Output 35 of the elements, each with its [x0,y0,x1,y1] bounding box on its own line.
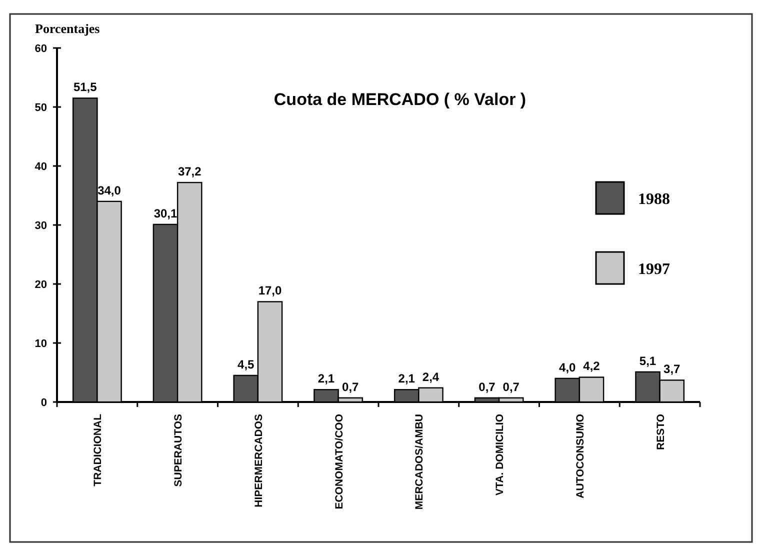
text: Cuota de MERCADO ( % Valor ) [274,90,526,109]
x-tick-label: TRADICIONAL [92,413,104,486]
y-tick-label: 40 [34,161,47,173]
y-tick-label: 50 [34,102,47,114]
data-label: 4,5 [238,357,255,372]
data-label: 37,2 [178,164,202,179]
x-tick-label: AUTOCONSUMO [574,414,586,498]
data-label: 2,1 [398,372,416,386]
data-label: 51,5 [73,80,98,94]
data-label: 2,4 [422,370,440,384]
data-label: 4,2 [583,359,600,374]
data-label: 34,0 [98,183,122,198]
x-tick-label: HIPERMERCADOS [252,414,265,508]
data-label: 17,0 [258,284,282,298]
y-tick-label: 60 [34,43,47,55]
data-label: 0,7 [502,380,520,394]
y-tick-label: 20 [34,279,47,291]
data-label: 0,7 [478,380,496,394]
data-label: 2,1 [318,372,335,386]
data-label: 0,7 [342,380,360,394]
x-tick-label: RESTO [654,414,667,450]
x-tick-label: MERCADOS/AMBU [414,414,426,510]
data-label: 5,1 [639,354,656,368]
x-tick-label: SUPERAUTOS [172,414,185,487]
y-tick-label: 10 [34,338,47,350]
y-tick-label: 30 [34,220,47,232]
x-tick-label: ECONOMATO/COO [333,414,346,510]
x-tick-label: VTA. DOMICILIO [494,414,506,496]
data-label: 3,7 [664,362,681,376]
data-label: 30,1 [154,206,178,220]
data-label: 4,0 [559,360,576,374]
y-axis-title: Porcentajes [35,21,100,36]
y-tick-label: 0 [40,397,47,409]
legend-label: 1988 [638,191,670,208]
legend-label: 1997 [638,261,670,278]
